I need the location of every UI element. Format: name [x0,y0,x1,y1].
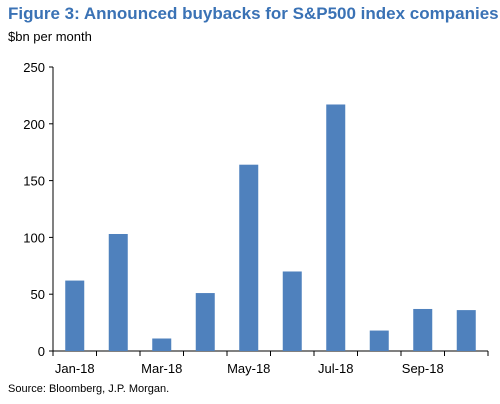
x-tick-label: Jan-18 [55,361,95,376]
x-tick-label: May-18 [227,361,270,376]
bar-jan-18 [65,280,85,351]
x-tick-label: Sep-18 [402,361,444,376]
unit-label: $bn per month [8,29,92,44]
y-tick-label: 250 [23,60,45,75]
bar-sep-18 [413,308,433,351]
y-tick-label: 0 [38,344,45,359]
bar-may-18 [239,164,259,351]
bar-oct-18 [456,310,476,351]
bar-apr-18 [195,293,215,351]
source-note: Source: Bloomberg, J.P. Morgan. [8,383,170,395]
bar-jun-18 [282,271,302,351]
x-tick-label: Mar-18 [141,361,182,376]
y-tick-label: 100 [23,230,45,245]
chart-title: Figure 3: Announced buybacks for S&P500 … [8,4,499,23]
x-tick-label: Jul-18 [318,361,353,376]
bar-jul-18 [326,104,346,351]
bar-aug-18 [369,330,389,351]
y-tick-label: 150 [23,174,45,189]
y-tick-label: 200 [23,117,45,132]
y-tick-label: 50 [31,287,45,302]
bar-feb-18 [108,233,128,351]
bar-mar-18 [152,338,172,351]
